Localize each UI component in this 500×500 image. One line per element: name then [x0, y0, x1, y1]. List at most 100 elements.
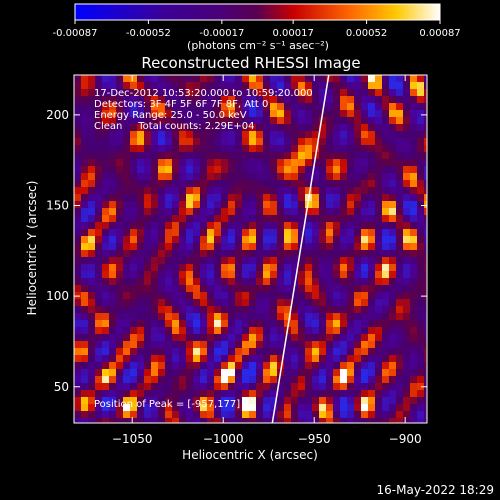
heatmap-cell — [228, 299, 236, 307]
heatmap-cell — [319, 418, 327, 423]
heatmap-cell — [347, 320, 355, 328]
heatmap-cell — [333, 110, 341, 118]
heatmap-cell — [389, 152, 397, 160]
heatmap-cell — [298, 264, 306, 272]
heatmap-cell — [298, 222, 306, 230]
heatmap-cell — [277, 222, 285, 230]
heatmap-cell — [228, 278, 236, 286]
heatmap-cell — [347, 362, 355, 370]
heatmap-cell — [333, 75, 341, 83]
heatmap-cell — [382, 327, 390, 335]
heatmap-cell — [403, 89, 411, 97]
heatmap-cell — [158, 369, 166, 377]
heatmap-cell — [277, 229, 285, 237]
heatmap-cell — [186, 173, 194, 181]
heatmap-cell — [81, 376, 89, 384]
heatmap-cell — [130, 376, 138, 384]
heatmap-cell — [410, 362, 418, 370]
heatmap-cell — [193, 355, 201, 363]
heatmap-cell — [277, 264, 285, 272]
heatmap-cell — [396, 82, 404, 90]
heatmap-cell — [417, 110, 425, 118]
heatmap-cell — [186, 243, 194, 251]
heatmap-cell — [277, 327, 285, 335]
heatmap-cell — [368, 215, 376, 223]
heatmap-cell — [130, 152, 138, 160]
heatmap-cell — [228, 320, 236, 328]
heatmap-cell — [214, 208, 222, 216]
heatmap-cell — [298, 376, 306, 384]
heatmap-cell — [270, 264, 278, 272]
heatmap-cell — [389, 236, 397, 244]
heatmap-cell — [375, 285, 383, 293]
heatmap-cell — [207, 285, 215, 293]
heatmap-cell — [389, 334, 397, 342]
heatmap-cell — [284, 208, 292, 216]
heatmap-cell — [312, 145, 320, 153]
heatmap-cell — [361, 201, 369, 209]
heatmap-cell — [158, 285, 166, 293]
heatmap-cell — [319, 250, 327, 258]
heatmap-cell — [256, 334, 264, 342]
heatmap-cell — [186, 404, 194, 412]
heatmap-cell — [361, 82, 369, 90]
heatmap-cell — [256, 404, 264, 412]
heatmap-cell — [403, 110, 411, 118]
heatmap-cell — [95, 103, 103, 111]
heatmap-cell — [109, 103, 117, 111]
heatmap-cell — [221, 397, 229, 405]
heatmap-cell — [221, 278, 229, 286]
heatmap-cell — [375, 306, 383, 314]
heatmap-cell — [123, 334, 131, 342]
heatmap-cell — [88, 89, 96, 97]
heatmap-cell — [249, 75, 257, 83]
heatmap-cell — [123, 355, 131, 363]
heatmap-cell — [333, 362, 341, 370]
heatmap-cell — [200, 278, 208, 286]
heatmap-cell — [424, 124, 427, 132]
heatmap-cell — [123, 194, 131, 202]
heatmap-cell — [74, 257, 82, 265]
heatmap-cell — [88, 103, 96, 111]
heatmap-cell — [214, 82, 222, 90]
heatmap-cell — [347, 222, 355, 230]
heatmap-cell — [333, 166, 341, 174]
heatmap-cell — [109, 418, 117, 423]
heatmap-cell — [326, 250, 334, 258]
heatmap-cell — [179, 320, 187, 328]
heatmap-cell — [74, 166, 82, 174]
heatmap-cell — [179, 173, 187, 181]
heatmap-cell — [228, 222, 236, 230]
heatmap-cell — [193, 285, 201, 293]
heatmap-cell — [102, 285, 110, 293]
heatmap-cell — [81, 215, 89, 223]
heatmap-cell — [424, 411, 427, 419]
heatmap-cell — [277, 306, 285, 314]
heatmap-cell — [326, 89, 334, 97]
heatmap-cell — [116, 411, 124, 419]
heatmap-cell — [382, 138, 390, 146]
heatmap-cell — [368, 362, 376, 370]
heatmap-cell — [102, 292, 110, 300]
heatmap-cell — [242, 124, 250, 132]
heatmap-cell — [165, 215, 173, 223]
heatmap-cell — [158, 159, 166, 167]
colorbar-unit-label: (photons cm⁻² s⁻¹ asec⁻²) — [187, 39, 329, 52]
heatmap-cell — [403, 243, 411, 251]
heatmap-cell — [403, 103, 411, 111]
heatmap-cell — [361, 89, 369, 97]
heatmap-cell — [249, 110, 257, 118]
heatmap-cell — [74, 131, 82, 139]
heatmap-cell — [410, 390, 418, 398]
heatmap-cell — [158, 362, 166, 370]
heatmap-cell — [130, 320, 138, 328]
heatmap-cell — [410, 117, 418, 125]
heatmap-cell — [102, 117, 110, 125]
heatmap-cell — [305, 306, 313, 314]
heatmap-cell — [242, 173, 250, 181]
heatmap-cell — [305, 222, 313, 230]
heatmap-cell — [368, 327, 376, 335]
heatmap-cell — [326, 117, 334, 125]
heatmap-cell — [396, 166, 404, 174]
heatmap-cell — [424, 236, 427, 244]
